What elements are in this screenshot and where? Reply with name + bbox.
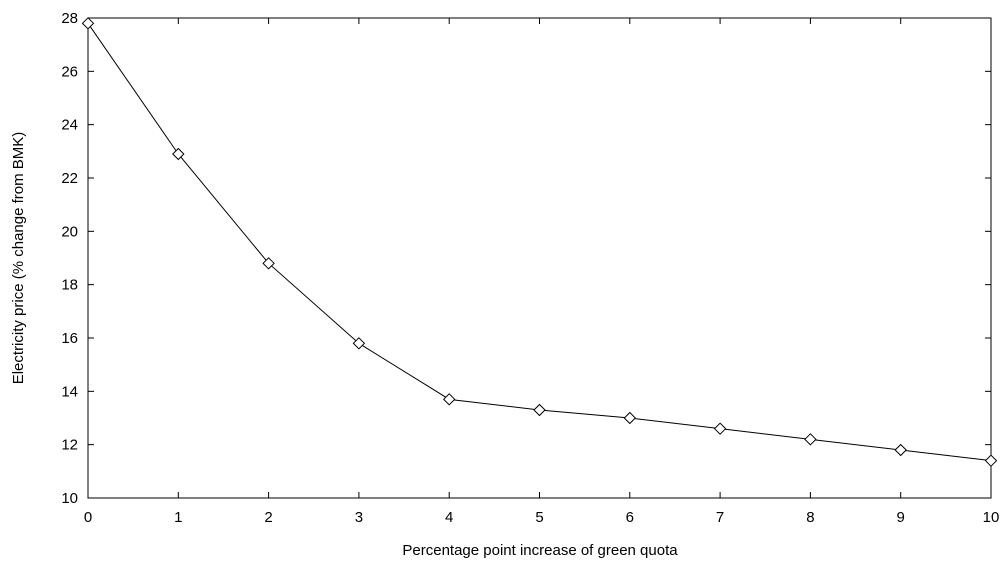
y-tick-label: 28 bbox=[61, 10, 78, 27]
data-point-marker bbox=[172, 147, 185, 161]
data-point-marker bbox=[81, 17, 95, 30]
y-tick-label: 24 bbox=[61, 117, 78, 134]
x-tick-label: 2 bbox=[264, 509, 272, 526]
series-layer bbox=[81, 17, 998, 467]
plot-frame bbox=[87, 17, 992, 499]
data-point-marker bbox=[804, 433, 817, 446]
y-tick-label: 20 bbox=[61, 223, 78, 240]
y-tick-label: 14 bbox=[61, 383, 78, 400]
data-point-marker bbox=[533, 403, 546, 417]
data-point-marker bbox=[984, 454, 998, 467]
x-tick-label: 9 bbox=[897, 509, 905, 526]
data-point-marker bbox=[262, 257, 275, 270]
x-tick-label: 7 bbox=[716, 509, 724, 526]
x-tick-label: 10 bbox=[983, 509, 1000, 526]
series-line bbox=[87, 23, 992, 462]
data-point-marker bbox=[352, 337, 366, 350]
data-point-marker bbox=[623, 411, 637, 425]
x-tick-label: 4 bbox=[445, 509, 453, 526]
x-tick-label: 8 bbox=[806, 509, 814, 526]
y-tick-label: 26 bbox=[61, 63, 78, 80]
y-tick-label: 16 bbox=[61, 330, 78, 347]
y-tick-label: 18 bbox=[61, 277, 78, 294]
x-tick-label: 1 bbox=[174, 509, 182, 526]
x-axis-label: Percentage point increase of green quota bbox=[402, 542, 678, 559]
x-tick-label: 0 bbox=[84, 509, 92, 526]
x-tick-label: 6 bbox=[626, 509, 634, 526]
data-point-marker bbox=[442, 393, 456, 406]
x-tick-label: 3 bbox=[355, 509, 363, 526]
data-point-marker bbox=[713, 422, 727, 435]
x-tick-label: 5 bbox=[535, 509, 543, 526]
y-tick-label: 10 bbox=[61, 490, 78, 507]
data-point-marker bbox=[894, 443, 907, 457]
y-axis-label: Electricity price (% change from BMK) bbox=[10, 132, 27, 385]
y-tick-label: 22 bbox=[61, 170, 78, 187]
y-tick-label: 12 bbox=[61, 437, 78, 454]
